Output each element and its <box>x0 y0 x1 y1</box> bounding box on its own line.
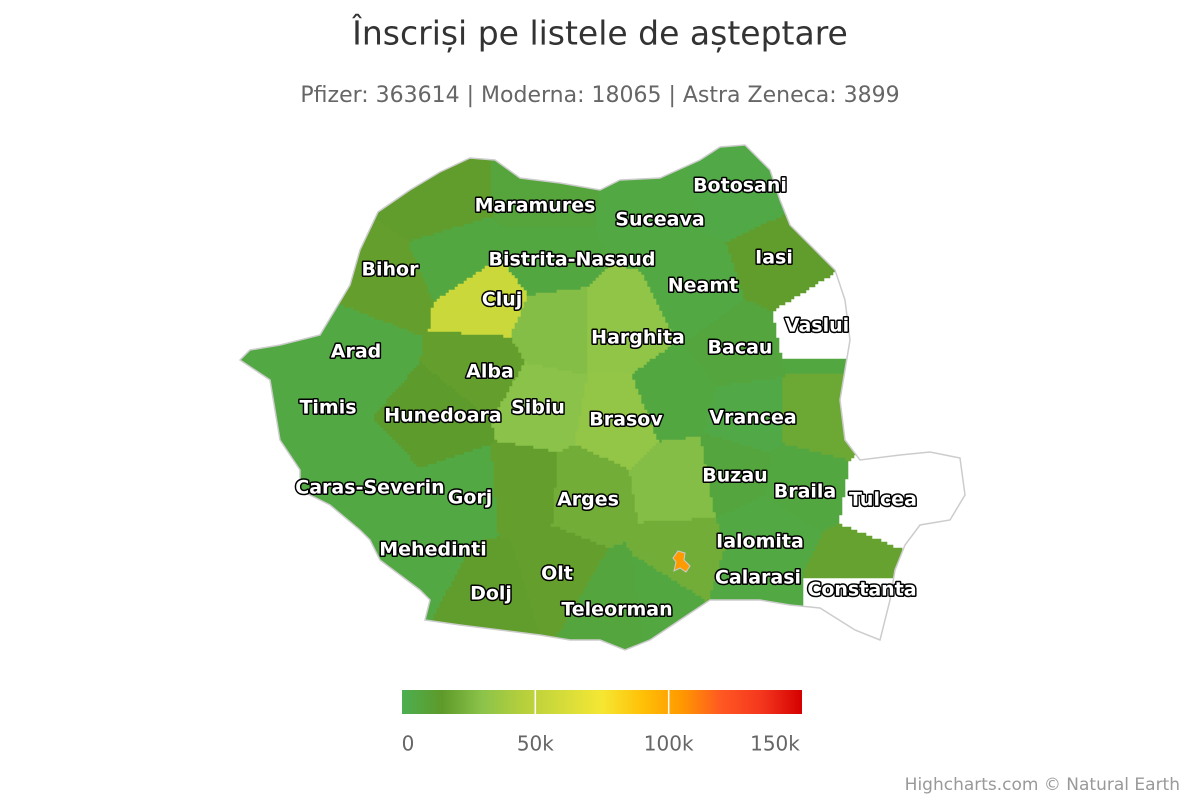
region-label: Teleorman <box>561 599 672 621</box>
region-label: Bacau <box>708 337 773 359</box>
region-label: Calarasi <box>715 567 801 589</box>
region-label: Bistrita-Nasaud <box>488 249 655 271</box>
region <box>631 343 717 444</box>
region-label: Botosani <box>693 175 787 197</box>
region-label: Alba <box>466 361 514 383</box>
region-label: Brasov <box>589 409 663 431</box>
region-label: Caras-Severin <box>295 477 444 499</box>
region <box>781 373 936 462</box>
region <box>715 496 822 573</box>
region <box>802 523 965 579</box>
credits: Highcharts.com © Natural Earth <box>905 775 1180 795</box>
region-label: Sibiu <box>511 397 565 419</box>
region <box>490 361 588 453</box>
region <box>511 286 588 375</box>
region-label: Tulcea <box>849 489 917 511</box>
region <box>640 232 744 345</box>
legend-tick-label: 100k <box>644 732 694 756</box>
color-legend: 0 50k 100k 150k <box>402 690 800 756</box>
region-label: Harghita <box>591 327 685 349</box>
region-label: Vaslui <box>785 315 849 337</box>
region-label: Dolj <box>470 583 512 605</box>
color-bar <box>402 690 802 714</box>
region-label: Constanta <box>807 579 916 601</box>
region-label: Maramures <box>475 195 596 217</box>
legend-tick-label: 150k <box>750 732 800 756</box>
region <box>781 358 965 375</box>
chart-subtitle: Pfizer: 363614 | Moderna: 18065 | Astra … <box>300 83 899 108</box>
legend-tick-label: 50k <box>517 732 554 756</box>
region-label: Cluj <box>482 289 523 311</box>
region-label: Suceava <box>615 209 704 231</box>
region-label: Timis <box>299 397 356 419</box>
legend-tick-label: 0 <box>402 732 415 756</box>
labels: Maramures Bihor Cluj Bistrita-Nasaud Suceava… <box>294 173 919 622</box>
region-label: Braila <box>774 481 837 503</box>
region <box>240 145 435 339</box>
region <box>672 550 691 573</box>
region <box>240 505 474 650</box>
region <box>418 331 525 420</box>
region-label: Bihor <box>362 259 420 281</box>
region-label: Vrancea <box>709 407 796 429</box>
region-label: Buzau <box>702 465 767 487</box>
region-label: Arges <box>557 489 619 511</box>
region-label: Hunedoara <box>384 405 502 427</box>
region-label: Olt <box>541 563 573 585</box>
region <box>682 298 786 387</box>
region <box>586 262 678 375</box>
region-label: Iasi <box>755 247 793 269</box>
region-label: Neamt <box>668 275 739 297</box>
region-label: Ialomita <box>716 531 804 553</box>
region-label: Gorj <box>448 487 493 509</box>
region-label: Arad <box>331 341 382 363</box>
chart-title: Înscriși pe listele de așteptare <box>351 13 848 53</box>
region-label: Mehedinti <box>379 539 486 561</box>
